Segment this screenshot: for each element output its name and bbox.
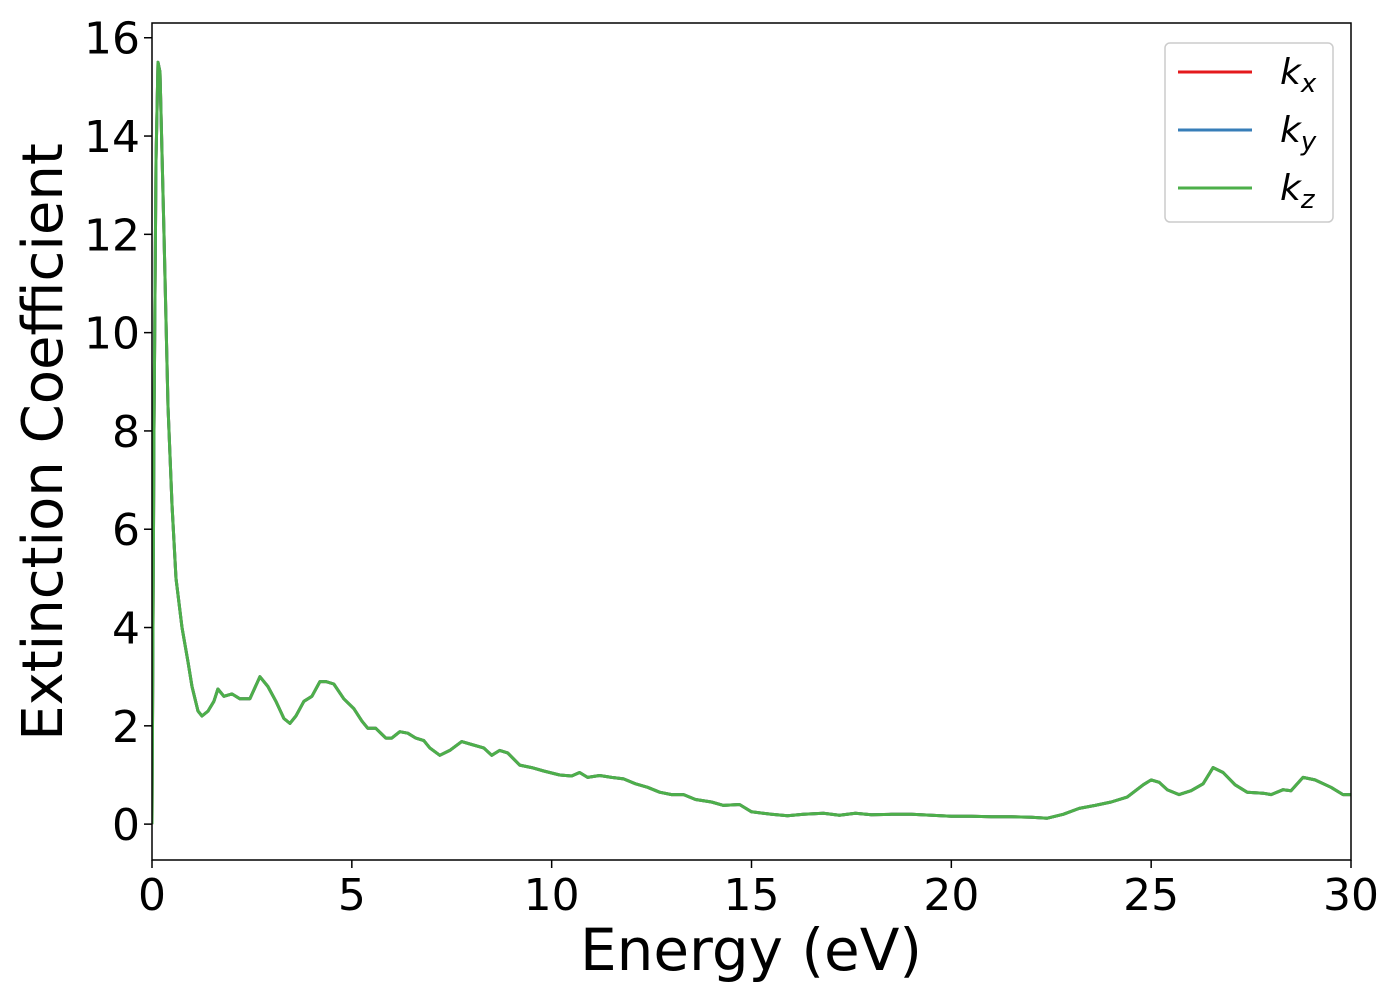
legend-label: ky	[1280, 110, 1317, 157]
x-tick-label: 10	[524, 870, 580, 921]
x-tick-label: 0	[138, 870, 166, 921]
y-tick-label: 12	[84, 210, 140, 261]
legend-box	[1164, 42, 1334, 223]
legend-label: kz	[1280, 168, 1316, 215]
x-tick-label: 30	[1323, 870, 1379, 921]
y-tick-label: 16	[84, 14, 140, 65]
x-tick-label: 15	[724, 870, 780, 921]
x-tick-label: 20	[923, 870, 979, 921]
y-tick-label: 2	[112, 702, 140, 753]
y-tick-label: 10	[84, 309, 140, 360]
y-tick-label: 8	[112, 407, 140, 458]
plot-frame	[151, 22, 1352, 861]
legend-label: kx	[1280, 52, 1317, 99]
y-tick-label: 14	[84, 112, 140, 163]
y-tick-label: 6	[112, 505, 140, 556]
x-tick-label: 25	[1123, 870, 1179, 921]
data-line	[152, 60, 1351, 825]
x-tick-label: 5	[338, 870, 366, 921]
y-axis-label: Extinction Coefficient	[11, 143, 76, 741]
y-tick-label: 4	[112, 604, 140, 655]
y-tick-label: 0	[112, 800, 140, 851]
x-axis-label: Energy (eV)	[580, 916, 922, 984]
